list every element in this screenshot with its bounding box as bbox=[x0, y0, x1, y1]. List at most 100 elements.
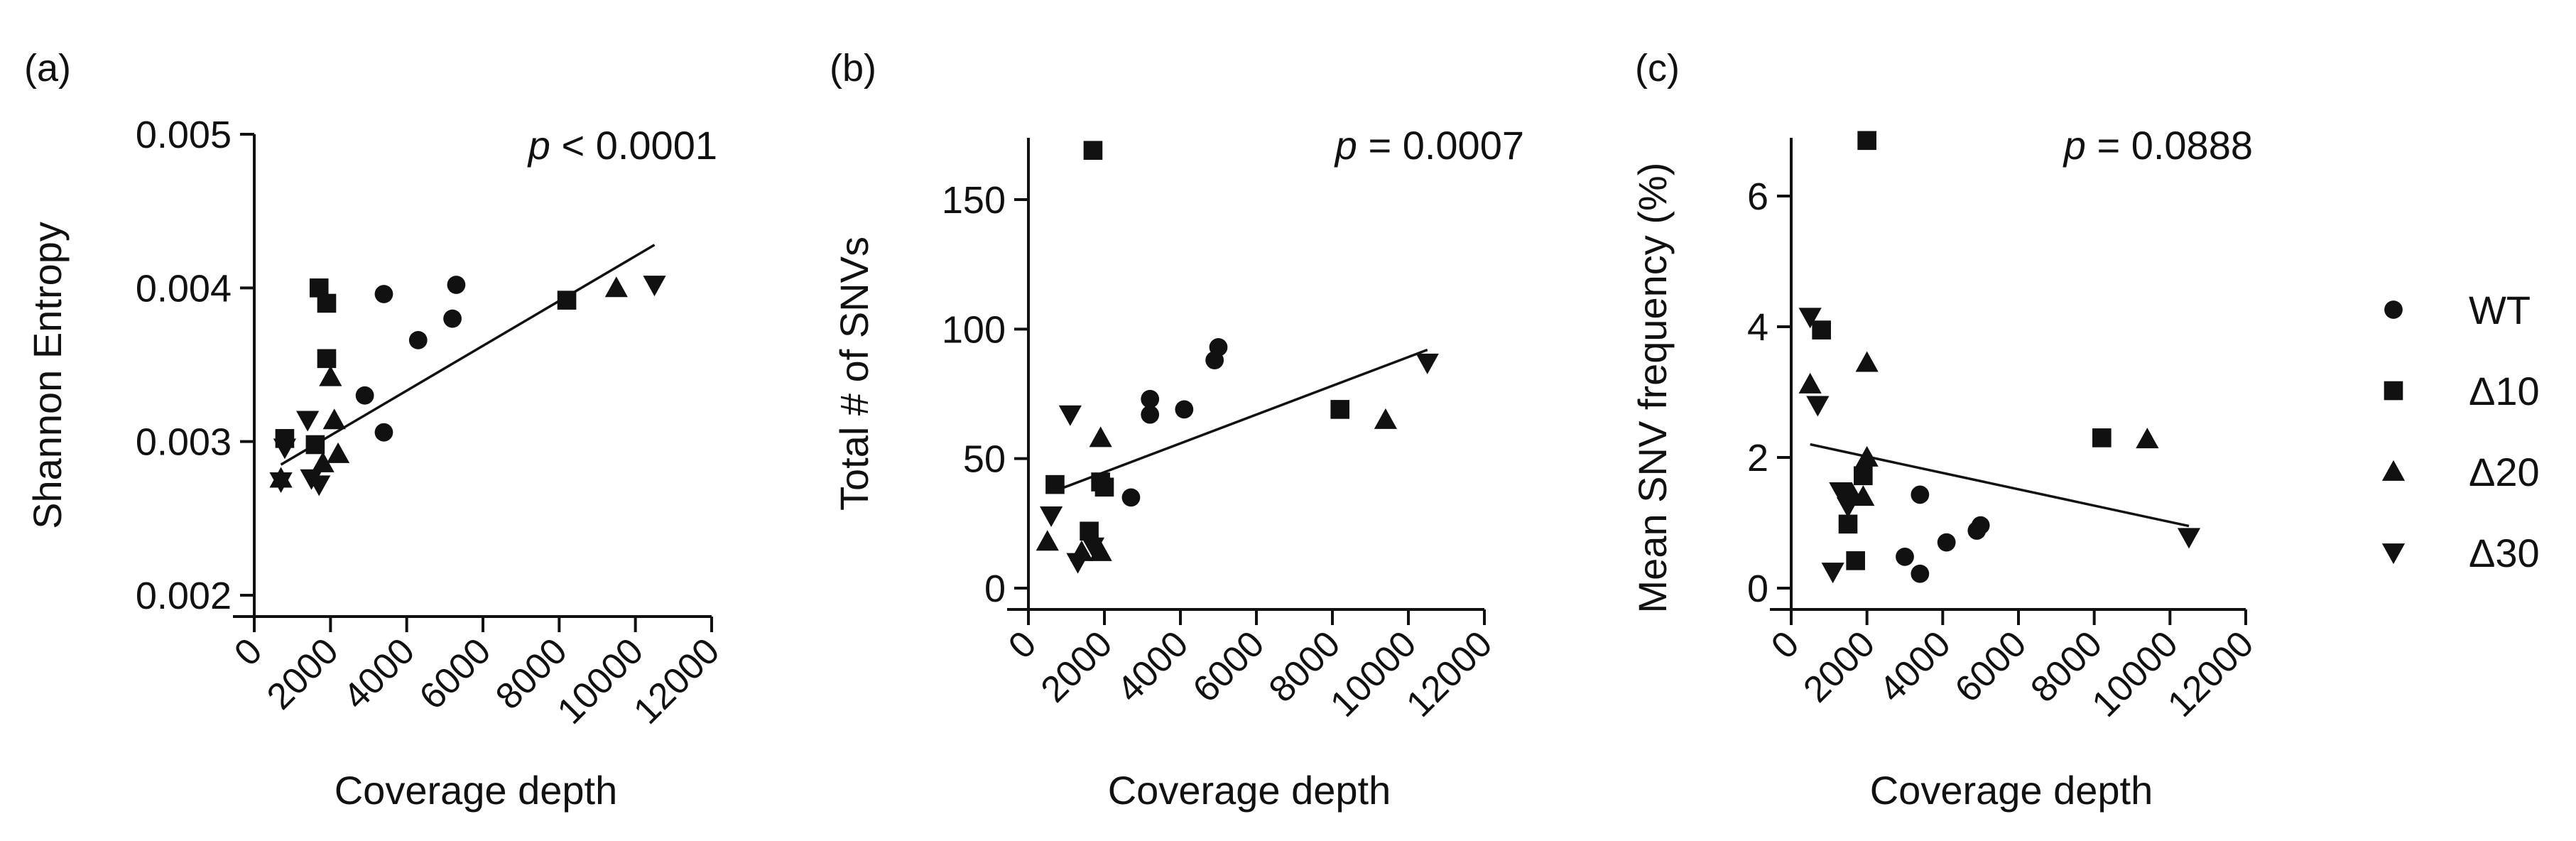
data-point-delta20 bbox=[1798, 372, 1822, 394]
x-axis-label: Coverage depth bbox=[1108, 768, 1391, 813]
legend-marker-triangle-up bbox=[2381, 460, 2406, 481]
x-tick-label: 4000 bbox=[335, 630, 423, 717]
data-point-delta20 bbox=[1855, 445, 1879, 467]
legend: WT Δ10 Δ20 Δ30 bbox=[2381, 288, 2540, 575]
data-point-delta30 bbox=[1806, 396, 1830, 417]
data-point-delta30 bbox=[2177, 528, 2201, 549]
data-point-wt bbox=[1937, 533, 1956, 552]
p-value-annotation: p = 0.0007 bbox=[1334, 123, 1524, 168]
panel-label: (c) bbox=[1635, 47, 1680, 89]
panel-b: (b)050100150020004000600080001000012000C… bbox=[830, 47, 1524, 813]
data-point-wt bbox=[1896, 547, 1914, 566]
legend-marker-circle bbox=[2384, 300, 2403, 319]
data-point-delta30 bbox=[1415, 353, 1439, 374]
data-point-delta30 bbox=[1040, 506, 1063, 527]
data-point-delta30 bbox=[1798, 308, 1822, 329]
data-point-delta30 bbox=[643, 276, 666, 297]
legend-marker-triangle-down bbox=[2381, 543, 2406, 565]
data-point-wt bbox=[1141, 405, 1160, 424]
x-tick-label: 6000 bbox=[1185, 623, 1273, 710]
y-axis-label: Mean SNV frequency (%) bbox=[1630, 163, 1675, 614]
data-point-wt bbox=[443, 309, 462, 328]
panel-a: (a)0.0020.0030.0040.00502000400060008000… bbox=[24, 47, 727, 813]
data-point-wt bbox=[355, 386, 374, 405]
x-axis-label: Coverage depth bbox=[335, 768, 618, 813]
legend-item: Δ20 bbox=[2381, 450, 2540, 494]
data-point-delta10 bbox=[1846, 551, 1865, 570]
data-point-delta30 bbox=[1829, 482, 1852, 503]
x-tick-label: 12000 bbox=[1398, 623, 1500, 725]
data-point-wt bbox=[1141, 389, 1160, 408]
data-point-delta20 bbox=[2136, 428, 2159, 449]
x-tick-label: 10000 bbox=[550, 630, 651, 732]
regression-line bbox=[280, 244, 656, 466]
x-tick-label: 2000 bbox=[259, 630, 347, 717]
legend-item: Δ30 bbox=[2381, 531, 2540, 575]
x-tick-label: 0 bbox=[1763, 623, 1807, 666]
data-point-delta30 bbox=[1836, 497, 1860, 519]
data-point-delta30 bbox=[308, 475, 331, 497]
data-point-delta10 bbox=[317, 349, 337, 369]
data-point-wt bbox=[374, 285, 393, 303]
data-point-delta20 bbox=[1855, 351, 1879, 372]
data-point-delta20 bbox=[311, 451, 335, 472]
x-tick-label: 6000 bbox=[1947, 623, 2035, 710]
data-point-delta10 bbox=[317, 293, 337, 313]
data-point-delta30 bbox=[1066, 553, 1089, 574]
data-point-wt bbox=[1911, 485, 1930, 504]
y-tick-label: 0.003 bbox=[136, 421, 232, 464]
data-point-delta20 bbox=[1089, 540, 1112, 561]
data-point-delta10 bbox=[1857, 131, 1876, 151]
panel-label: (a) bbox=[24, 47, 71, 89]
y-tick-label: 6 bbox=[1747, 175, 1768, 218]
x-tick-label: 10000 bbox=[1322, 623, 1424, 725]
y-tick-label: 4 bbox=[1747, 306, 1768, 349]
x-tick-label: 12000 bbox=[2160, 623, 2261, 725]
data-point-delta10 bbox=[1094, 477, 1114, 497]
data-point-delta20 bbox=[1089, 426, 1112, 447]
data-point-wt bbox=[1971, 516, 1990, 535]
data-point-delta10 bbox=[557, 291, 577, 310]
x-tick-label: 6000 bbox=[412, 630, 499, 717]
x-tick-label: 0 bbox=[227, 630, 270, 673]
data-point-wt bbox=[447, 276, 466, 294]
legend-label: WT bbox=[2469, 288, 2531, 332]
p-value-annotation: p = 0.0888 bbox=[2063, 123, 2253, 168]
data-point-delta20 bbox=[319, 365, 342, 386]
p-value-annotation: p < 0.0001 bbox=[527, 123, 717, 168]
y-tick-label: 150 bbox=[942, 179, 1006, 222]
y-tick-label: 0.004 bbox=[136, 267, 232, 310]
data-point-delta10 bbox=[2092, 428, 2112, 447]
x-tick-label: 10000 bbox=[2085, 623, 2186, 725]
panel-c: (c)0246020004000600080001000012000Covera… bbox=[1630, 47, 2261, 813]
legend-label: Δ20 bbox=[2469, 450, 2540, 494]
data-point-delta30 bbox=[1081, 537, 1105, 558]
legend-label: Δ10 bbox=[2469, 369, 2540, 413]
y-tick-label: 2 bbox=[1747, 437, 1768, 479]
data-point-delta20 bbox=[1036, 530, 1059, 551]
y-tick-label: 0 bbox=[1747, 568, 1768, 610]
x-tick-label: 4000 bbox=[1109, 623, 1197, 710]
data-point-delta20 bbox=[322, 408, 346, 430]
regression-line bbox=[1050, 348, 1428, 494]
legend-item: WT bbox=[2384, 288, 2531, 332]
data-point-delta20 bbox=[604, 276, 628, 298]
y-tick-label: 0 bbox=[984, 568, 1006, 610]
y-tick-label: 100 bbox=[942, 308, 1006, 351]
data-point-delta10 bbox=[1080, 521, 1099, 541]
x-tick-label: 4000 bbox=[1871, 623, 1959, 710]
data-point-delta10 bbox=[1330, 400, 1349, 419]
data-point-wt bbox=[1209, 337, 1228, 357]
x-tick-label: 0 bbox=[1001, 623, 1044, 666]
data-point-delta30 bbox=[273, 438, 297, 460]
y-axis-label: Shannon Entropy bbox=[25, 222, 70, 529]
data-point-delta10 bbox=[1045, 474, 1065, 494]
data-point-delta30 bbox=[269, 472, 293, 494]
y-tick-label: 50 bbox=[963, 438, 1006, 481]
data-point-wt bbox=[408, 331, 428, 349]
y-axis-label: Total # of SNVs bbox=[832, 237, 876, 511]
data-point-delta30 bbox=[1058, 405, 1082, 426]
data-point-delta10 bbox=[305, 435, 325, 455]
data-point-wt bbox=[1121, 488, 1141, 507]
